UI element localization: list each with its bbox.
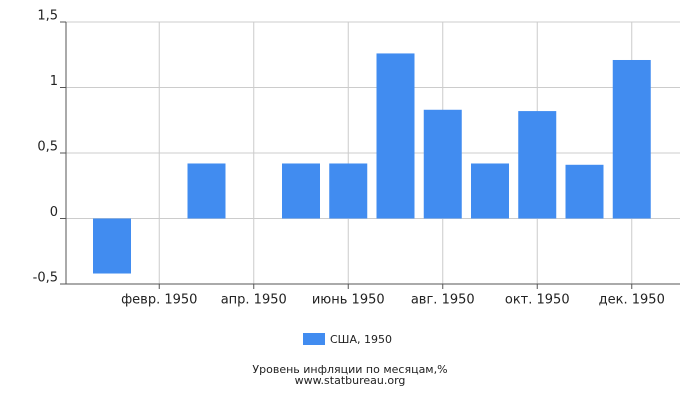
y-tick-label: 0,5 bbox=[37, 140, 58, 155]
x-tick-label: авг. 1950 bbox=[411, 293, 475, 308]
x-tick-label: дек. 1950 bbox=[599, 293, 665, 308]
x-tick-label: окт. 1950 bbox=[505, 293, 570, 308]
y-tick-label: 1,5 bbox=[37, 9, 58, 24]
bar bbox=[93, 218, 131, 274]
footer-text: www.statbureau.org bbox=[295, 374, 406, 387]
bar bbox=[423, 109, 462, 219]
x-tick-label: апр. 1950 bbox=[221, 293, 287, 308]
bar bbox=[565, 164, 604, 219]
y-tick-label: 1 bbox=[50, 74, 58, 89]
x-tick-label: июнь 1950 bbox=[312, 293, 385, 308]
footer-text: Уровень инфляции по месяцам,% bbox=[252, 363, 447, 376]
bar bbox=[376, 53, 415, 219]
bar bbox=[282, 163, 320, 219]
y-tick-label: 0 bbox=[50, 205, 58, 220]
bar bbox=[329, 163, 368, 219]
bar bbox=[612, 59, 651, 219]
legend-swatch bbox=[303, 333, 325, 345]
bar bbox=[187, 163, 226, 219]
bar bbox=[471, 163, 509, 219]
bar bbox=[518, 111, 557, 219]
y-tick-label: -0,5 bbox=[33, 271, 58, 286]
legend-label: США, 1950 bbox=[330, 333, 392, 346]
x-tick-label: февр. 1950 bbox=[121, 293, 197, 308]
